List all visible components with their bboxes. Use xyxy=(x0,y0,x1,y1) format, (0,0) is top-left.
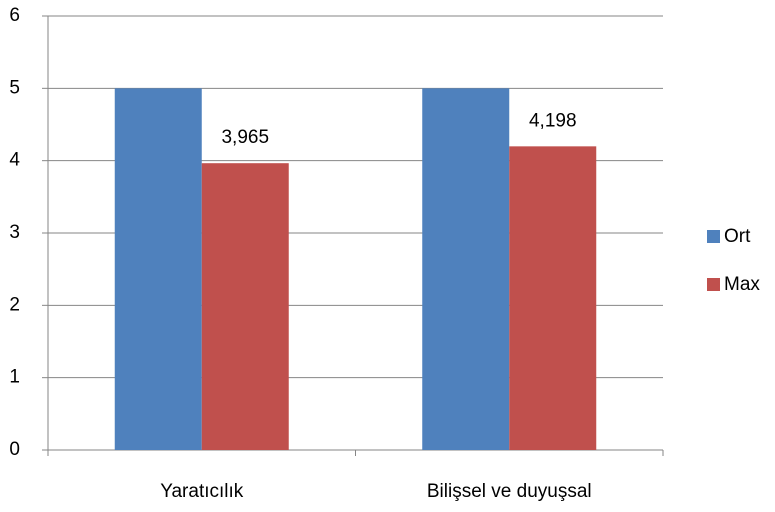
legend-swatch xyxy=(707,230,720,243)
y-tick-label: 1 xyxy=(9,367,20,388)
bar xyxy=(422,88,510,450)
y-tick-label: 3 xyxy=(9,222,20,243)
legend-label: Ort xyxy=(724,226,751,247)
y-tick-label: 4 xyxy=(9,150,20,171)
x-tick-label: Yaratıcılık xyxy=(160,481,244,502)
y-tick-label: 5 xyxy=(9,77,20,98)
x-tick-label: Bilişsel ve duyuşsal xyxy=(427,481,592,502)
legend-swatch xyxy=(707,278,720,291)
y-tick-label: 0 xyxy=(9,439,20,460)
data-label: 4,198 xyxy=(529,110,577,131)
bar xyxy=(201,163,289,450)
y-tick-label: 6 xyxy=(9,5,20,26)
legend-label: Max xyxy=(724,274,760,295)
bar xyxy=(509,146,597,450)
bar xyxy=(114,88,202,450)
y-tick-label: 2 xyxy=(9,294,20,315)
data-label: 3,965 xyxy=(221,127,269,148)
